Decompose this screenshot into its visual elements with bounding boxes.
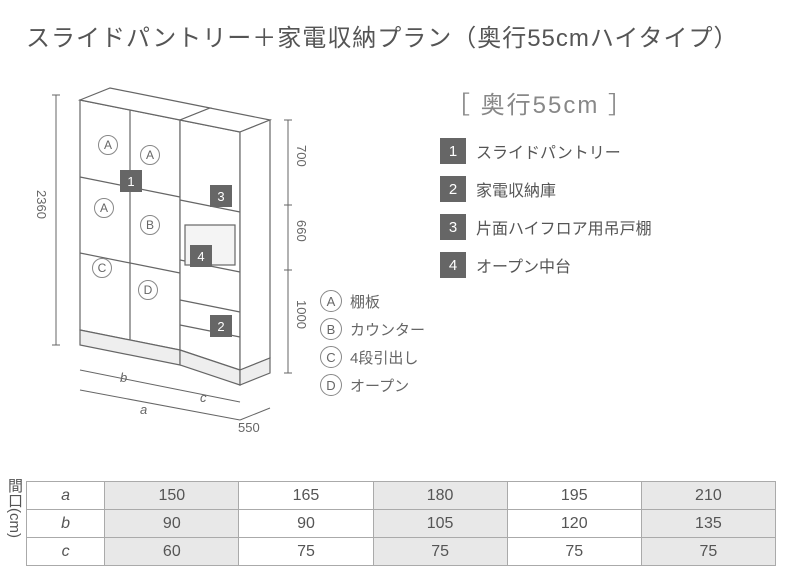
num-badge: 2 — [440, 176, 466, 202]
table-cell: 75 — [641, 538, 775, 566]
letter-circle: D — [320, 374, 342, 396]
legend-item-3: 3 片面ハイフロア用吊戸棚 — [440, 214, 780, 240]
table-cell: 75 — [373, 538, 507, 566]
table-cell: 120 — [507, 510, 641, 538]
cabinet-diagram: 2360 700 660 1000 b c a 550 1 3 4 2 A A … — [20, 70, 320, 440]
row-label: b — [27, 510, 105, 538]
table-cell: 195 — [507, 482, 641, 510]
diagram-letter-B: B — [140, 215, 160, 235]
table-cell: 165 — [239, 482, 373, 510]
legend-label: スライドパントリー — [476, 139, 621, 163]
table-cell: 210 — [641, 482, 775, 510]
diagram-badge-3: 3 — [210, 185, 232, 207]
table-cell: 150 — [105, 482, 239, 510]
table-cell: 90 — [105, 510, 239, 538]
legend-label: 家電収納庫 — [476, 177, 556, 201]
page-title: スライドパントリー＋家電収納プラン（奥行55cmハイタイプ） — [26, 18, 738, 53]
diagram-badge-2: 2 — [210, 315, 232, 337]
legend-label: 片面ハイフロア用吊戸棚 — [476, 215, 652, 239]
letter-label: 棚板 — [350, 291, 380, 312]
table-cell: 90 — [239, 510, 373, 538]
dim-a: a — [140, 402, 147, 417]
dim-b: b — [120, 370, 127, 385]
dimensions-table: a 150 165 180 195 210 b 90 90 105 120 13… — [26, 481, 776, 566]
letter-label: カウンター — [350, 319, 425, 340]
table-cell: 180 — [373, 482, 507, 510]
legend-label: オープン中台 — [476, 253, 571, 277]
table-row-b: b 90 90 105 120 135 — [27, 510, 776, 538]
dim-r-bottom: 1000 — [294, 300, 309, 329]
dim-r-top: 700 — [294, 145, 309, 167]
cabinet-svg — [20, 70, 320, 440]
dim-height: 2360 — [34, 190, 49, 219]
letter-label: オープン — [350, 375, 409, 396]
legend-item-2: 2 家電収納庫 — [440, 176, 780, 202]
letter-circle: C — [320, 346, 342, 368]
table-row-c: c 60 75 75 75 75 — [27, 538, 776, 566]
letter-item-D: D オープン — [320, 374, 500, 396]
table-row-a: a 150 165 180 195 210 — [27, 482, 776, 510]
num-badge: 3 — [440, 214, 466, 240]
table-axis-label: 間口(cm) — [4, 478, 25, 566]
letter-circle: B — [320, 318, 342, 340]
table-cell: 75 — [507, 538, 641, 566]
row-label: a — [27, 482, 105, 510]
diagram-letter-A2: A — [140, 145, 160, 165]
legend-item-1: 1 スライドパントリー — [440, 138, 780, 164]
num-badge: 1 — [440, 138, 466, 164]
diagram-letter-C: C — [92, 258, 112, 278]
dim-c: c — [200, 390, 207, 405]
letter-legend: A 棚板 B カウンター C 4段引出し D オープン — [320, 290, 500, 402]
diagram-badge-1: 1 — [120, 170, 142, 192]
diagram-letter-A3: A — [94, 198, 114, 218]
dim-r-mid: 660 — [294, 220, 309, 242]
table-cell: 60 — [105, 538, 239, 566]
letter-circle: A — [320, 290, 342, 312]
letter-label: 4段引出し — [350, 347, 418, 368]
table-cell: 135 — [641, 510, 775, 538]
diagram-letter-A: A — [98, 135, 118, 155]
table-cell: 75 — [239, 538, 373, 566]
legend-item-4: 4 オープン中台 — [440, 252, 780, 278]
letter-item-B: B カウンター — [320, 318, 500, 340]
letter-item-A: A 棚板 — [320, 290, 500, 312]
row-label: c — [27, 538, 105, 566]
depth-title: ［ 奥行55cm ］ — [446, 85, 780, 120]
letter-item-C: C 4段引出し — [320, 346, 500, 368]
num-badge: 4 — [440, 252, 466, 278]
numbered-legend: ［ 奥行55cm ］ 1 スライドパントリー 2 家電収納庫 3 片面ハイフロア… — [440, 85, 780, 290]
dim-depth: 550 — [238, 420, 260, 435]
table-cell: 105 — [373, 510, 507, 538]
diagram-badge-4: 4 — [190, 245, 212, 267]
diagram-letter-D: D — [138, 280, 158, 300]
